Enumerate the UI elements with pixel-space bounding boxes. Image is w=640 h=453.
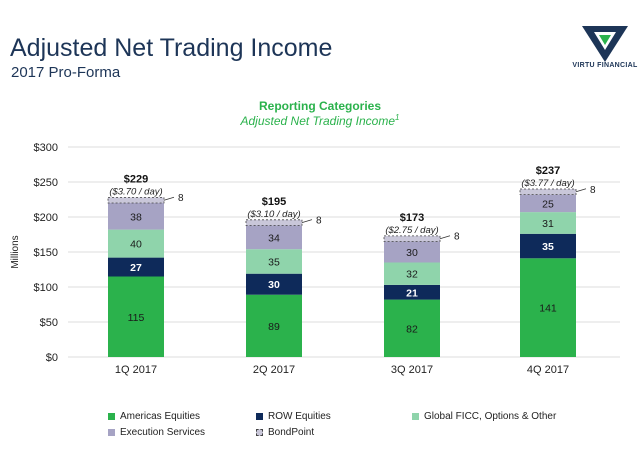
y-tick-label: $250 bbox=[34, 177, 58, 189]
legend-swatch bbox=[256, 413, 263, 420]
y-tick-label: $300 bbox=[34, 142, 58, 154]
per-day-label: ($3.77 / day) bbox=[521, 178, 574, 189]
data-label: 8 bbox=[590, 185, 596, 196]
legend-swatch bbox=[256, 429, 263, 436]
data-label: 8 bbox=[316, 216, 322, 227]
chart-title: Reporting Categories bbox=[258, 99, 381, 113]
chart-subtitle-footnote: 1 bbox=[395, 113, 400, 122]
y-tick-label: $100 bbox=[34, 282, 58, 294]
y-tick-label: $50 bbox=[40, 317, 58, 329]
logo-text: VIRTU FINANCIAL bbox=[572, 62, 638, 69]
bar-segment bbox=[246, 225, 302, 250]
data-label: 30 bbox=[406, 247, 418, 259]
bar-segment bbox=[108, 276, 164, 357]
data-label: 25 bbox=[542, 198, 554, 210]
data-label: 8 bbox=[454, 232, 460, 243]
data-label: 27 bbox=[130, 262, 142, 274]
data-label: 115 bbox=[128, 312, 145, 324]
leader-line bbox=[439, 235, 451, 240]
bar-segment bbox=[383, 235, 441, 242]
per-day-label: ($3.70 / day) bbox=[109, 186, 162, 197]
leader-line bbox=[301, 219, 313, 223]
legend-label: Americas Equities bbox=[120, 411, 201, 422]
bar-segment bbox=[108, 257, 164, 277]
data-label: 31 bbox=[542, 218, 554, 230]
bar-segment bbox=[246, 249, 302, 274]
data-label: 21 bbox=[406, 287, 418, 299]
bar-segment bbox=[246, 294, 302, 357]
bar-segment bbox=[384, 262, 440, 285]
per-day-label: ($3.10 / day) bbox=[247, 209, 300, 220]
legend-label: BondPoint bbox=[268, 427, 315, 438]
chart-subtitle: Adjusted Net Trading Income1 bbox=[0, 113, 640, 128]
virtu-logo-icon bbox=[582, 26, 628, 62]
bar-segment bbox=[108, 203, 164, 230]
bar-total-label: $229 bbox=[124, 173, 148, 185]
bar-segment bbox=[246, 273, 302, 295]
x-tick-label: 2Q 2017 bbox=[253, 364, 295, 376]
data-label: 34 bbox=[268, 232, 280, 244]
bar-segment bbox=[520, 233, 576, 259]
bar-total-label: $195 bbox=[262, 196, 286, 208]
y-axis-label: Millions bbox=[10, 235, 21, 268]
y-tick-label: $150 bbox=[34, 247, 58, 259]
y-tick-label: $0 bbox=[46, 352, 58, 364]
bar-total-label: $173 bbox=[400, 212, 424, 224]
legend-label: ROW Equities bbox=[268, 411, 331, 422]
bar-segment bbox=[520, 212, 576, 234]
bar-segment bbox=[108, 229, 164, 258]
x-tick-label: 1Q 2017 bbox=[115, 364, 157, 376]
per-day-label: ($2.75 / day) bbox=[385, 225, 438, 236]
legend-label: Execution Services bbox=[120, 427, 206, 438]
bar-segment bbox=[520, 258, 576, 357]
bar-segment bbox=[384, 241, 440, 263]
chart-subtitle-text: Adjusted Net Trading Income bbox=[240, 114, 396, 128]
data-label: 8 bbox=[178, 193, 184, 204]
data-label: 30 bbox=[268, 279, 280, 291]
bar-segment bbox=[384, 299, 440, 357]
legend-item: ROW Equities bbox=[256, 411, 331, 422]
legend-item: Americas Equities bbox=[108, 411, 200, 422]
data-label: 35 bbox=[268, 256, 280, 268]
x-tick-label: 3Q 2017 bbox=[391, 364, 433, 376]
bar-segment bbox=[519, 188, 577, 195]
y-tick-label: $200 bbox=[34, 212, 58, 224]
data-label: 82 bbox=[406, 323, 418, 335]
legend-swatch bbox=[412, 413, 419, 420]
page-title: Adjusted Net Trading Income bbox=[10, 34, 333, 62]
legend-item: Execution Services bbox=[108, 427, 205, 438]
legend-label: Global FICC, Options & Other bbox=[424, 411, 557, 422]
bar-segment bbox=[107, 196, 165, 204]
x-tick-label: 4Q 2017 bbox=[527, 364, 569, 376]
page-subtitle: 2017 Pro-Forma bbox=[11, 64, 121, 81]
leader-line bbox=[163, 196, 175, 201]
data-label: 40 bbox=[130, 239, 142, 251]
data-label: 35 bbox=[542, 241, 554, 253]
bar-segment bbox=[384, 284, 440, 300]
data-label: 38 bbox=[130, 211, 142, 223]
data-label: 32 bbox=[406, 269, 418, 281]
legend-item: Global FICC, Options & Other bbox=[412, 411, 556, 422]
legend-swatch bbox=[108, 429, 115, 436]
leader-line bbox=[575, 188, 587, 193]
data-label: 89 bbox=[268, 321, 280, 333]
data-label: 141 bbox=[539, 303, 557, 315]
bar-segment bbox=[520, 194, 576, 213]
legend-item: BondPoint bbox=[256, 427, 314, 438]
bar-total-label: $237 bbox=[536, 165, 560, 177]
bar-segment bbox=[245, 219, 303, 226]
legend-swatch bbox=[108, 413, 115, 420]
